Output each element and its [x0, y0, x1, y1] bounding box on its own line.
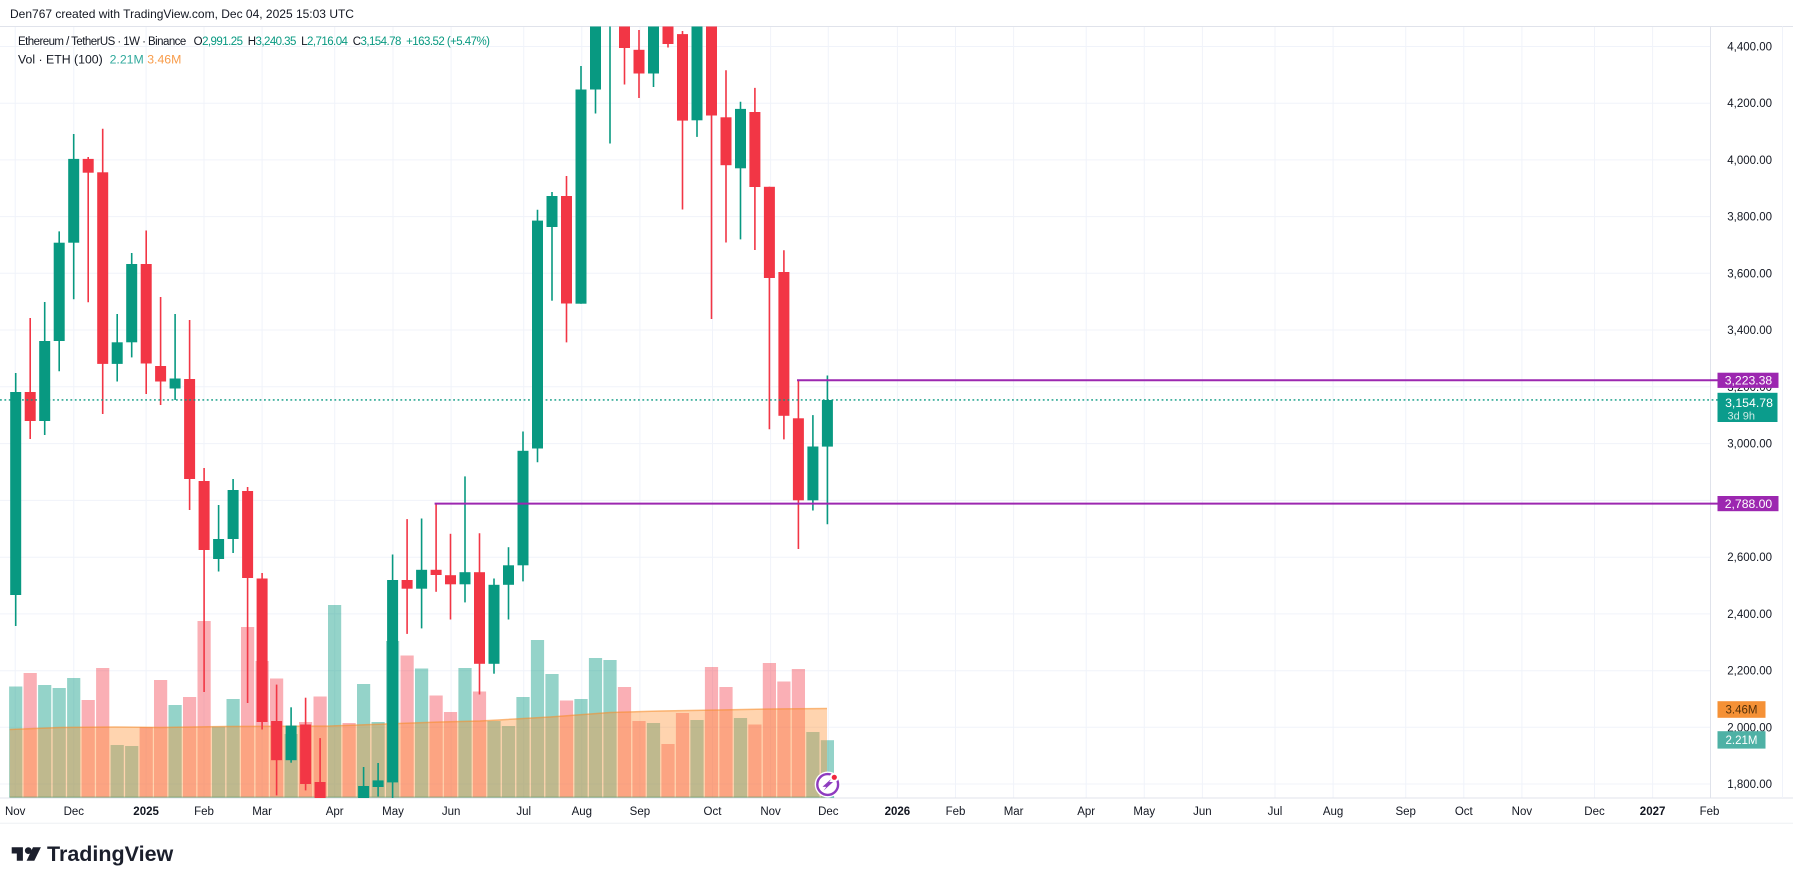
svg-text:Dec: Dec — [818, 806, 839, 818]
svg-text:Oct: Oct — [1455, 806, 1474, 818]
svg-text:4,000.00: 4,000.00 — [1727, 155, 1772, 167]
svg-text:Feb: Feb — [946, 806, 966, 818]
svg-text:Oct: Oct — [704, 806, 723, 818]
svg-text:2027: 2027 — [1640, 806, 1666, 818]
svg-text:2,400.00: 2,400.00 — [1727, 609, 1772, 621]
svg-text:2026: 2026 — [885, 806, 911, 818]
svg-text:Aug: Aug — [572, 806, 592, 818]
svg-text:Nov: Nov — [5, 806, 26, 818]
svg-text:3d 9h: 3d 9h — [1728, 411, 1756, 423]
svg-text:Sep: Sep — [1395, 806, 1415, 818]
svg-text:3,800.00: 3,800.00 — [1727, 212, 1772, 224]
svg-text:Nov: Nov — [760, 806, 781, 818]
svg-text:2,200.00: 2,200.00 — [1727, 666, 1772, 678]
svg-text:3,000.00: 3,000.00 — [1727, 439, 1772, 451]
svg-text:2.21M: 2.21M — [1726, 735, 1758, 747]
svg-text:Apr: Apr — [326, 806, 344, 818]
svg-text:May: May — [1133, 806, 1155, 818]
svg-text:2,600.00: 2,600.00 — [1727, 552, 1772, 564]
svg-text:Dec: Dec — [1584, 806, 1605, 818]
svg-text:Mar: Mar — [1004, 806, 1024, 818]
svg-text:Feb: Feb — [194, 806, 214, 818]
svg-text:4,200.00: 4,200.00 — [1727, 98, 1772, 110]
svg-text:Mar: Mar — [252, 806, 272, 818]
svg-text:Aug: Aug — [1323, 806, 1343, 818]
svg-text:Nov: Nov — [1512, 806, 1533, 818]
svg-text:Vol · ETH (100) 2.21M 3.46M: Vol · ETH (100) 2.21M 3.46M — [18, 53, 181, 67]
svg-text:3,154.78: 3,154.78 — [1725, 396, 1773, 410]
svg-text:Jun: Jun — [1193, 806, 1212, 818]
svg-text:Jun: Jun — [442, 806, 461, 818]
svg-text:2025: 2025 — [133, 806, 159, 818]
svg-text:May: May — [382, 806, 404, 818]
svg-text:3,223.38: 3,223.38 — [1725, 374, 1773, 388]
svg-text:Apr: Apr — [1077, 806, 1095, 818]
svg-text:Ethereum / TetherUS · 1W · Bin: Ethereum / TetherUS · 1W · Binance O2,99… — [18, 36, 490, 48]
svg-text:Jul: Jul — [1268, 806, 1283, 818]
svg-text:2,788.00: 2,788.00 — [1725, 497, 1773, 511]
svg-text:Sep: Sep — [630, 806, 650, 818]
svg-text:4,400.00: 4,400.00 — [1727, 42, 1772, 54]
svg-text:Feb: Feb — [1700, 806, 1720, 818]
svg-text:Den767 created with TradingVie: Den767 created with TradingView.com, Dec… — [10, 7, 354, 21]
svg-text:Dec: Dec — [64, 806, 85, 818]
svg-text:TradingView: TradingView — [47, 842, 174, 866]
svg-text:3,400.00: 3,400.00 — [1727, 325, 1772, 337]
svg-text:Jul: Jul — [516, 806, 531, 818]
svg-text:3,600.00: 3,600.00 — [1727, 268, 1772, 280]
svg-text:1,800.00: 1,800.00 — [1727, 779, 1772, 791]
svg-text:3.46M: 3.46M — [1726, 705, 1758, 717]
